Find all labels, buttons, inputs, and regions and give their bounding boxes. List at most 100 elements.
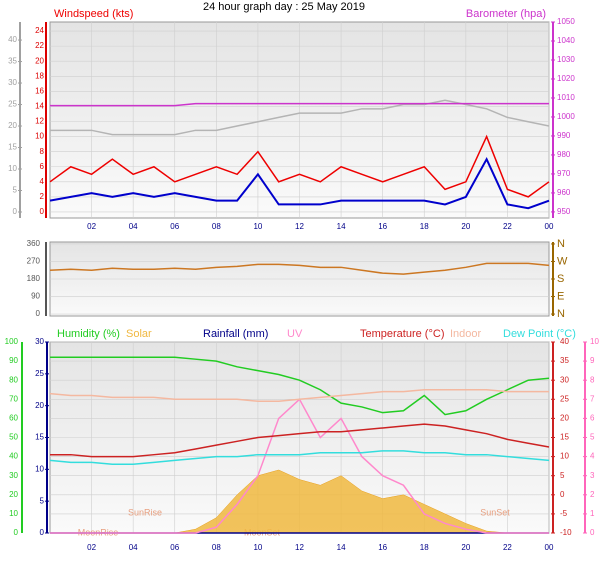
x-tick-label: 06 [170,543,179,552]
x-tick-label: 16 [378,222,387,231]
y-tick-label: 16 [35,86,44,95]
y-tick-label: 35 [560,356,569,365]
line [50,102,549,107]
legend-entry: Humidity (%) [57,328,120,340]
y-tick-label: 100 [5,337,19,346]
y-tick-label: -5 [560,509,568,518]
line [50,356,550,416]
y-tick-label: 40 [560,337,569,346]
line [50,423,550,458]
annotation: SunSet [480,507,510,517]
y-tick-label: 1030 [557,55,575,64]
y-tick-label: 0 [40,528,45,537]
legend-entry: Windspeed (kts) [54,8,133,20]
y-tick-label: 4 [40,177,45,186]
y-tick-label: 15 [560,433,569,442]
x-tick-label: 18 [420,543,429,552]
y-tick-label: 1000 [557,112,575,121]
y-tick-label: 60 [9,414,18,423]
y-tick-label: W [557,255,568,267]
y-tick-label: 40 [9,452,18,461]
x-tick-label: 20 [461,222,470,231]
y-tick-label: 10 [35,132,44,141]
y-tick-label: 14 [35,102,44,111]
y-tick-label: 10 [590,337,599,346]
y-tick-label: 30 [8,78,17,87]
y-tick-label: 80 [9,375,18,384]
y-tick-label: 0 [40,207,45,216]
x-tick-label: 14 [337,222,346,231]
x-tick-label: 08 [212,543,221,552]
y-tick-label: 960 [557,188,571,197]
y-tick-label: 2 [590,490,595,499]
line [49,389,549,402]
legend-entry: Dew Point (°C) [503,328,576,340]
x-tick-label: 04 [129,222,138,231]
y-tick-label: 1050 [557,17,575,26]
line [49,262,550,275]
y-tick-label: 5 [13,186,18,195]
y-tick-label: 20 [9,490,18,499]
y-tick-label: 90 [9,356,18,365]
x-tick-label: 06 [170,222,179,231]
x-tick-label: 00 [545,543,554,552]
chart-title: 24 hour graph day : 25 May 2019 [203,1,365,13]
y-tick-label: 1040 [557,36,575,45]
annotation: SunRise [128,507,162,517]
y-tick-label: N [557,308,565,320]
y-tick-label: 5 [40,496,45,505]
y-tick-label: 0 [36,309,41,318]
y-tick-label: 980 [557,150,571,159]
y-tick-label: 2 [40,192,45,201]
x-tick-label: 12 [295,543,304,552]
y-tick-label: 180 [27,274,41,283]
y-tick-label: 7 [590,394,595,403]
y-tick-label: 1 [590,509,595,518]
y-tick-label: 24 [35,26,44,35]
y-tick-label: 90 [31,292,40,301]
y-tick-label: 15 [35,433,44,442]
y-tick-label: 30 [560,375,569,384]
y-tick-label: 360 [27,239,41,248]
y-tick-label: 8 [590,375,595,384]
legend-entry: Solar [126,328,152,340]
y-tick-label: 22 [35,41,44,50]
x-tick-label: 02 [87,222,96,231]
y-tick-label: S [557,273,564,285]
x-tick-label: 22 [503,543,512,552]
y-tick-label: 10 [560,452,569,461]
x-tick-label: 18 [420,222,429,231]
y-tick-label: 20 [35,56,44,65]
line [49,134,550,198]
y-tick-label: 1020 [557,74,575,83]
y-tick-label: 20 [35,401,44,410]
y-tick-label: 70 [9,394,18,403]
y-tick-label: 10 [9,509,18,518]
y-tick-label: 5 [560,471,565,480]
y-tick-label: 6 [590,414,595,423]
y-tick-label: 10 [8,164,17,173]
y-tick-label: 0 [560,490,565,499]
y-tick-label: 990 [557,131,571,140]
x-tick-label: 20 [461,543,470,552]
y-tick-label: 12 [35,117,44,126]
y-tick-label: 20 [8,121,17,130]
y-tick-label: 3 [590,471,595,480]
y-tick-label: 6 [40,162,45,171]
y-tick-label: -10 [560,528,572,537]
y-tick-label: 8 [40,147,45,156]
line [49,450,550,465]
y-tick-label: 0 [13,207,18,216]
y-tick-label: 10 [35,464,44,473]
y-tick-label: 35 [8,57,17,66]
y-tick-label: 25 [560,394,569,403]
y-tick-label: 970 [557,169,571,178]
y-tick-label: 25 [8,100,17,109]
y-tick-label: 9 [590,356,595,365]
legend-entry: Indoor [450,328,482,340]
y-tick-label: 30 [35,337,44,346]
x-tick-label: 10 [253,543,262,552]
y-tick-label: E [557,290,564,302]
x-tick-label: 12 [295,222,304,231]
